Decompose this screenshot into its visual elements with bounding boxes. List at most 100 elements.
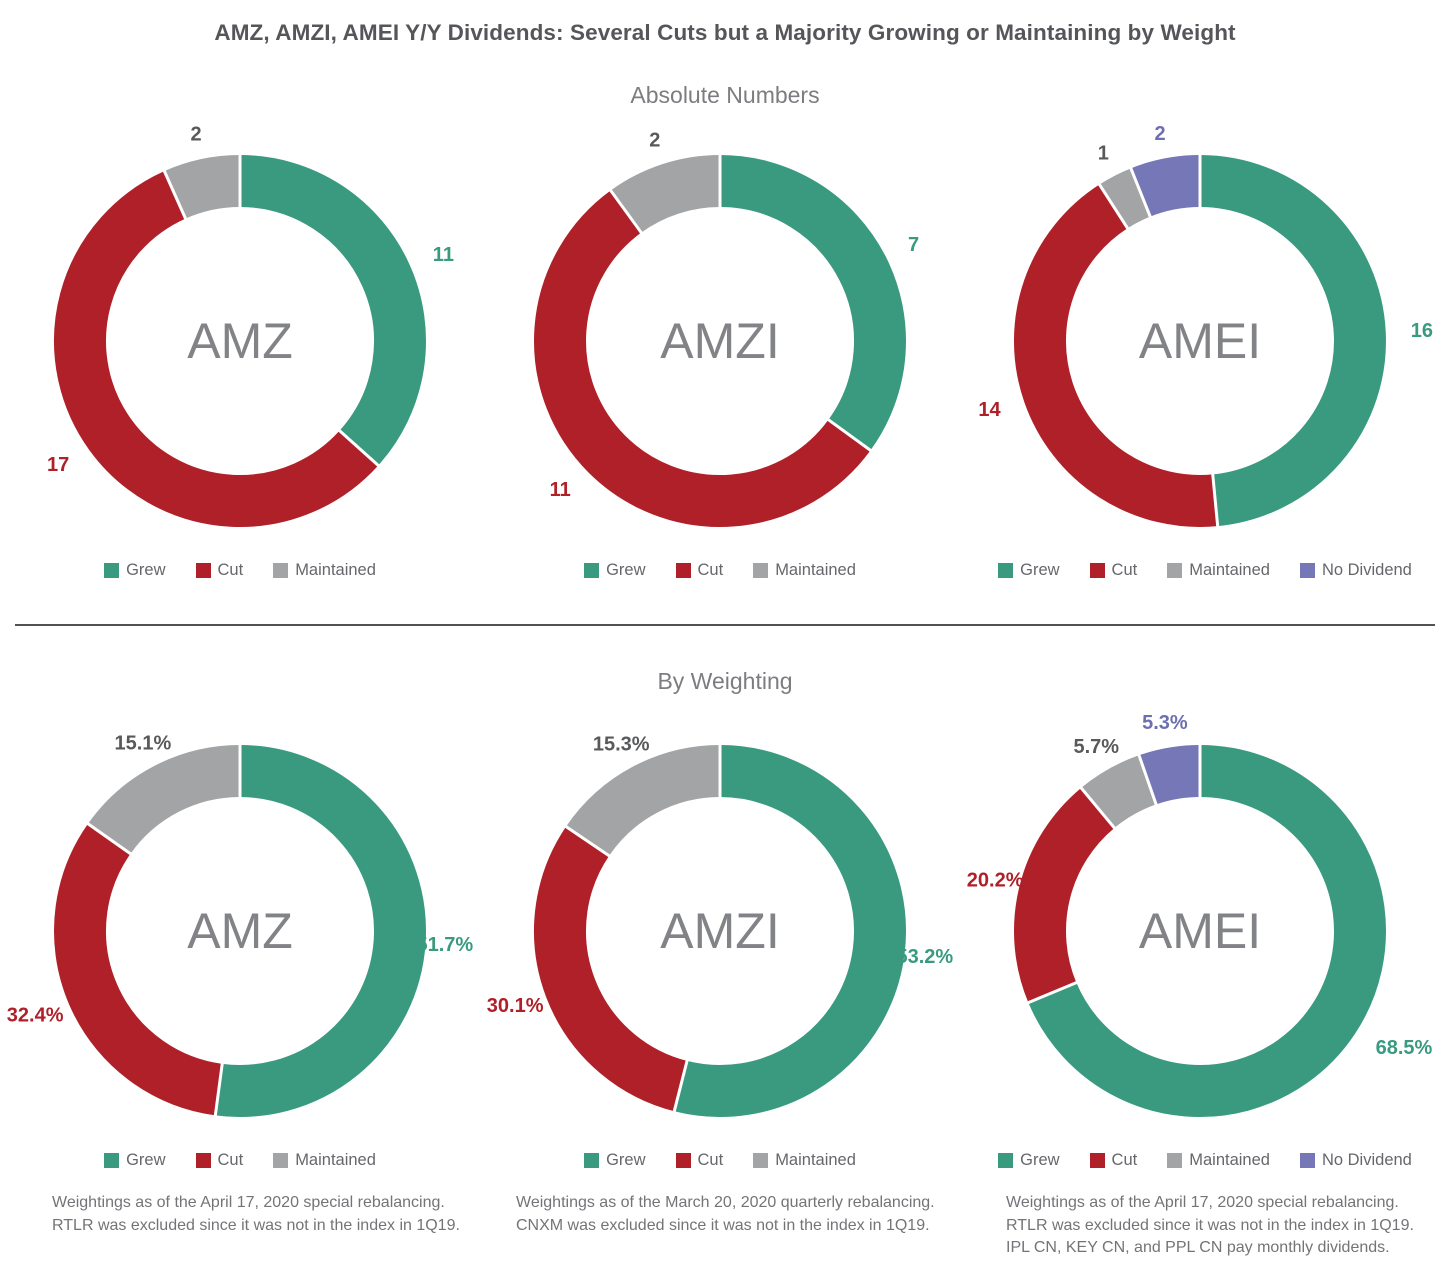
donut-center-label: AMZI (660, 313, 779, 369)
value-label-no-dividend: 5.3% (1142, 712, 1188, 734)
segment-cut (1014, 787, 1115, 1003)
legend-swatch-grew (104, 563, 120, 578)
value-label-cut: 14 (978, 399, 1001, 421)
donut-chart-area: 11 17 2 AMZ (0, 119, 480, 551)
value-label-cut: 17 (47, 454, 69, 476)
donut-amzi-weighting: 53.2% 30.1% 15.3% AMZI Grew Cut Maintained (480, 709, 960, 1170)
value-label-cut: 30.1% (487, 995, 544, 1017)
donut-amzi-absolute: 7 11 2 AMZI Grew Cut Maintained (480, 119, 960, 580)
segment-no-dividend (1139, 745, 1201, 805)
footnotes-row: Weightings as of the April 17, 2020 spec… (0, 1192, 1450, 1260)
legend: Grew Cut Maintained (0, 561, 480, 580)
legend-label: Maintained (775, 1151, 856, 1169)
legend-item-cut: Cut (195, 561, 244, 580)
segment-divider (213, 1061, 224, 1118)
segment-cut (54, 823, 223, 1116)
segment-cut (534, 826, 688, 1112)
footnote-amzi: Weightings as of the March 20, 2020 quar… (516, 1194, 935, 1234)
segment-maintained (88, 745, 241, 855)
legend-item-grew: Grew (104, 1151, 166, 1170)
donut-svg: 11 17 2 AMZ (47, 124, 454, 527)
charts-row-absolute: 11 17 2 AMZ Grew Cut Maintained 7 11 2 AMZI Grew… (0, 119, 1450, 580)
donut-svg: 7 11 2 AMZI (534, 129, 919, 527)
legend-label: Cut (217, 561, 244, 579)
legend-item-cut: Cut (675, 561, 723, 580)
legend-item-maintained: Maintained (273, 561, 376, 580)
section-title-weighting: By Weighting (657, 668, 793, 694)
legend-swatch-maintained (273, 563, 289, 578)
segment-divider (162, 168, 188, 222)
donut-chart-area: 68.5% 20.2% 5.7% 5.3% AMEI (960, 709, 1450, 1141)
segment-divider (1128, 165, 1153, 220)
legend-label: Grew (126, 561, 166, 579)
segment-maintained (164, 155, 241, 219)
segment-cut (54, 171, 379, 527)
segment-no-dividend (1130, 155, 1201, 217)
legend-label: Grew (1020, 561, 1060, 579)
value-label-grew: 53.2% (897, 946, 954, 968)
charts-row-weighting: 51.7% 32.4% 15.1% AMZ Grew Cut Maintained 53.… (0, 709, 1450, 1170)
legend-swatch-grew (998, 563, 1014, 578)
segment-divider (1097, 182, 1130, 231)
legend-swatch-grew (104, 1153, 120, 1168)
segment-divider (563, 824, 612, 859)
donut-center-label: AMEI (1139, 313, 1261, 369)
legend-item-cut: Cut (675, 1151, 724, 1170)
section-title-absolute: Absolute Numbers (630, 82, 820, 108)
legend-swatch-cut (195, 563, 211, 578)
legend-swatch-cut (675, 563, 691, 578)
legend-swatch-maintained (1167, 1153, 1183, 1168)
segment-grew (215, 745, 426, 1117)
legend-label: Cut (1111, 561, 1138, 579)
legend-swatch-maintained (753, 1153, 769, 1168)
donut-center-label: AMZ (187, 903, 293, 959)
legend: Grew Cut Maintained (480, 561, 960, 580)
value-label-grew: 16 (1411, 320, 1433, 342)
segment-divider (1078, 785, 1117, 831)
legend-swatch-no-dividend (1299, 563, 1315, 578)
legend-swatch-grew (998, 1153, 1014, 1168)
legend-label: No Dividend (1321, 1151, 1412, 1169)
section-divider (15, 624, 1435, 626)
donut-svg: 51.7% 32.4% 15.1% AMZ (7, 733, 473, 1118)
footnote-amz: Weightings as of the April 17, 2020 spec… (52, 1194, 460, 1234)
legend-swatch-cut (675, 1153, 691, 1168)
value-label-maintained: 2 (649, 129, 660, 151)
donut-center-label: AMEI (1139, 903, 1261, 959)
legend-item-grew: Grew (584, 561, 646, 580)
legend-label: Maintained (295, 561, 376, 579)
legend: Grew Cut Maintained (480, 1151, 960, 1170)
legend-label: Cut (697, 1151, 724, 1169)
page-title: AMZ, AMZI, AMEI Y/Y Dividends: Several C… (214, 20, 1236, 45)
segment-divider (85, 821, 134, 857)
legend-label: Grew (606, 561, 646, 579)
legend-swatch-maintained (753, 563, 769, 578)
legend-item-grew: Grew (998, 1151, 1060, 1170)
value-label-maintained: 2 (191, 124, 202, 146)
legend-swatch-cut (1089, 563, 1105, 578)
legend-swatch-grew (584, 563, 600, 578)
legend-item-grew: Grew (584, 1151, 646, 1170)
segment-maintained (610, 155, 721, 234)
legend-swatch-maintained (273, 1153, 289, 1168)
segment-divider (1025, 980, 1079, 1005)
donut-center-label: AMZ (187, 313, 293, 369)
legend-label: Maintained (1189, 561, 1270, 579)
legend-item-maintained: Maintained (753, 1151, 856, 1170)
donut-amz-weighting: 51.7% 32.4% 15.1% AMZ Grew Cut Maintained (0, 709, 480, 1170)
legend-label: Cut (1111, 1151, 1138, 1169)
donut-center-label: AMZI (660, 903, 779, 959)
value-label-grew: 7 (908, 234, 919, 256)
legend-label: No Dividend (1321, 561, 1412, 579)
footnote-amei: Weightings as of the April 17, 2020 spec… (1006, 1194, 1414, 1257)
donut-chart-area: 51.7% 32.4% 15.1% AMZ (0, 709, 480, 1141)
legend-item-maintained: Maintained (753, 561, 856, 580)
legend-item-no-dividend: No Dividend (1299, 561, 1412, 580)
donut-amei-absolute: 16 14 1 2 AMEI Grew Cut Maintained No Dividend (960, 119, 1450, 580)
segment-divider (1211, 472, 1220, 529)
legend-swatch-maintained (1167, 563, 1183, 578)
legend-item-cut: Cut (1089, 1151, 1138, 1170)
legend-item-cut: Cut (195, 1151, 243, 1170)
legend-item-maintained: Maintained (1167, 1151, 1270, 1170)
segment-grew (719, 155, 906, 451)
